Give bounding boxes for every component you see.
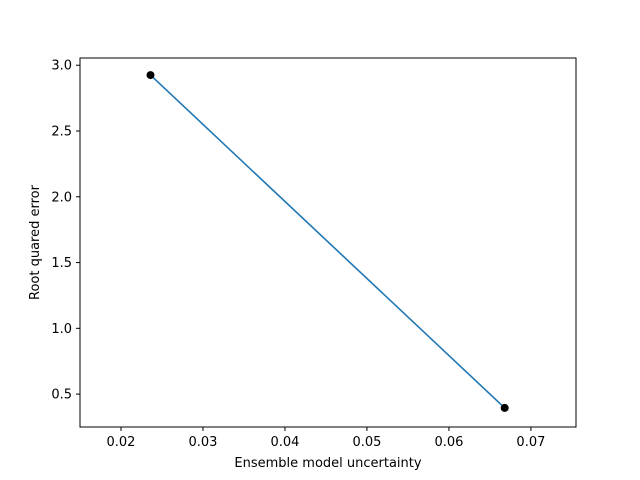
- plot-frame: [79, 57, 577, 428]
- y-tick-label: 2.5: [51, 125, 72, 140]
- y-axis-label: Root quared error: [28, 184, 43, 300]
- x-tick-label: 0.03: [188, 435, 217, 450]
- x-tick-label: 0.06: [434, 435, 463, 450]
- x-axis: 0.02 0.03 0.04 0.05 0.06 0.07: [107, 427, 545, 450]
- y-axis: 0.5 1.0 1.5 2.0 2.5 3.0: [51, 59, 80, 403]
- x-axis-label: Ensemble model uncertainty: [234, 456, 421, 471]
- x-tick-label: 0.04: [270, 435, 299, 450]
- x-tick-label: 0.07: [516, 435, 545, 450]
- x-tick-label: 0.05: [352, 435, 381, 450]
- x-tick-label: 0.02: [107, 435, 136, 450]
- data-point: [500, 403, 509, 412]
- y-tick-label: 1.0: [51, 322, 72, 337]
- series-line: [149, 74, 506, 409]
- data-point: [146, 71, 155, 80]
- y-tick-label: 1.5: [51, 256, 72, 271]
- y-tick-label: 0.5: [51, 388, 72, 403]
- plot-layer: [146, 71, 509, 412]
- y-tick-label: 2.0: [51, 190, 72, 205]
- y-tick-label: 3.0: [51, 59, 72, 74]
